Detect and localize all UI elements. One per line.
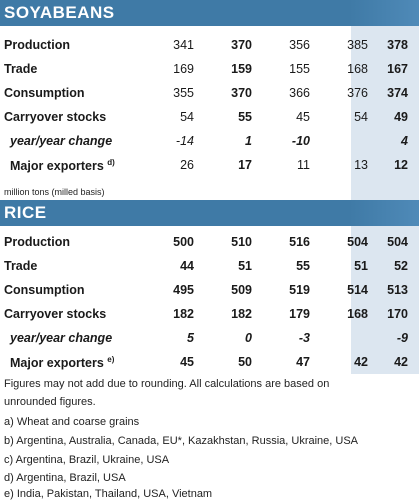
footnote-rounding-2: unrounded figures. [4, 396, 96, 408]
table-row: Production 341 370 356 385 378 [4, 38, 408, 52]
footnote-a: a) Wheat and coarse grains [4, 416, 140, 428]
section-title: RICE [4, 203, 47, 222]
footnote-d: d) Argentina, Brazil, USA [4, 472, 126, 484]
units-note: million tons (milled basis) [4, 187, 105, 197]
table-row: Trade 44 51 55 51 52 [4, 259, 408, 273]
table-row: Consumption 355 370 366 376 374 [4, 86, 408, 100]
table-row: Major exporters d) 26 17 11 13 12 [10, 158, 408, 174]
section-header-soyabeans: SOYABEANS [0, 0, 419, 26]
column-shade [351, 26, 419, 208]
table-row: Carryover stocks 182 182 179 168 170 [4, 307, 408, 321]
footnote-e: e) India, Pakistan, Thailand, USA, Vietn… [4, 488, 213, 500]
table-row: year/year change -14 1 -10 4 [10, 134, 408, 148]
table-row: year/year change 5 0 -3 -9 [10, 331, 408, 345]
table-row: Major exporters e) 45 50 47 42 42 [10, 355, 408, 371]
section-title: SOYABEANS [4, 3, 115, 22]
footnote-c: c) Argentina, Brazil, Ukraine, USA [4, 454, 170, 466]
column-shade [351, 226, 419, 374]
footnote-b: b) Argentina, Australia, Canada, EU*, Ka… [4, 435, 359, 447]
footnote-rounding-1: Figures may not add due to rounding. All… [4, 378, 330, 390]
table-row: Consumption 495 509 519 514 513 [4, 283, 408, 297]
table-row: Carryover stocks 54 55 45 54 49 [4, 110, 408, 124]
table-row: Production 500 510 516 504 504 [4, 235, 408, 249]
table-row: Trade 169 159 155 168 167 [4, 62, 408, 76]
section-header-rice: RICE [0, 200, 419, 226]
